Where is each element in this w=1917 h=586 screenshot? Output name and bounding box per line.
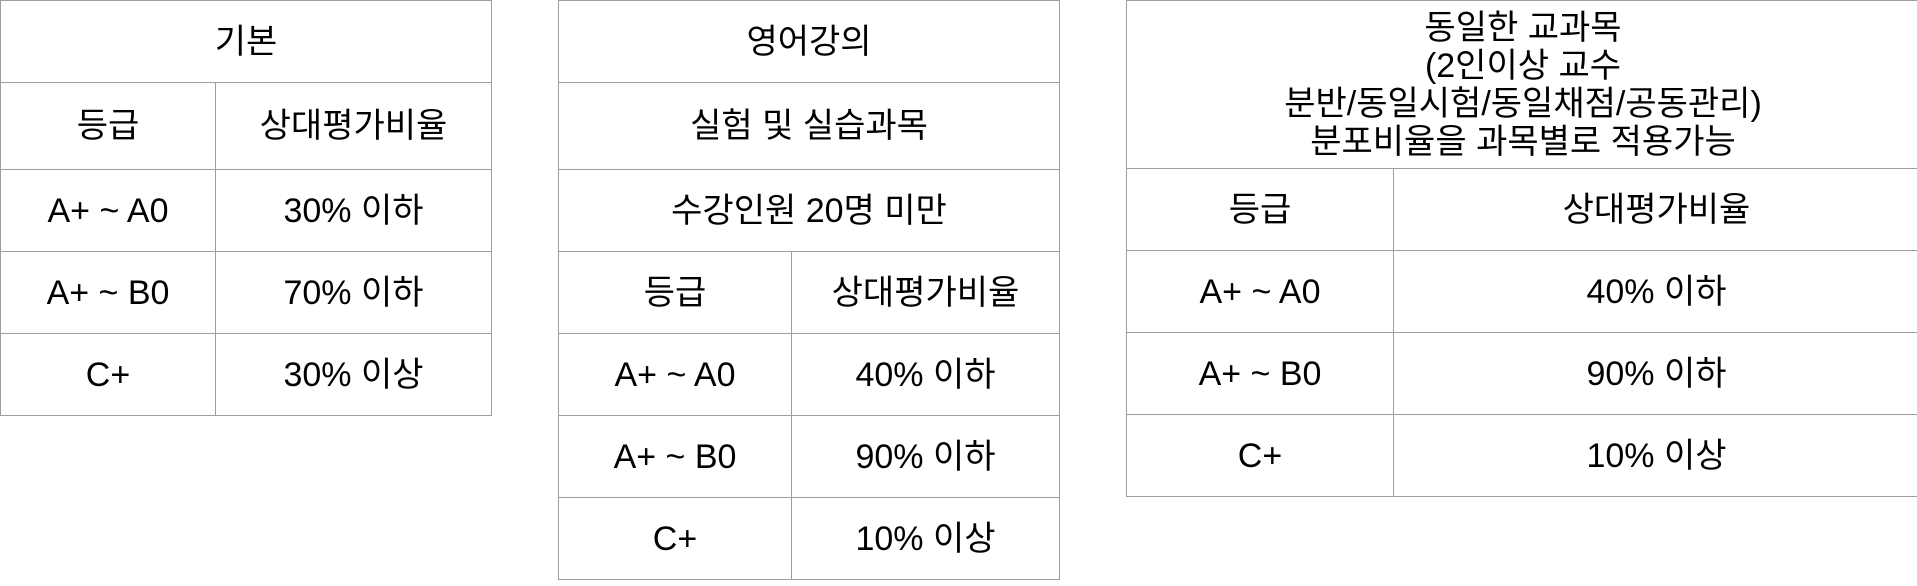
basic-grade-table: 기본 등급 상대평가비율 A+ ~ A0 30% 이하 A+ ~ B0 70% …	[0, 0, 492, 416]
grade-header: 등급	[0, 82, 216, 170]
title-line: 동일한 교과목	[1424, 8, 1622, 47]
grade-cell: A+ ~ A0	[558, 333, 792, 416]
grade-cell: A+ ~ B0	[558, 415, 792, 498]
ratio-cell: 90% 이하	[791, 415, 1060, 498]
title-line: 분반/동일시험/동일채점/공동관리)	[1284, 84, 1762, 123]
ratio-cell: 70% 이하	[215, 251, 492, 334]
grade-header: 등급	[558, 251, 792, 334]
english-lecture-grade-table: 영어강의 실험 및 실습과목 수강인원 20명 미만 등급 상대평가비율 A+ …	[558, 0, 1060, 580]
grade-cell: A+ ~ B0	[1126, 332, 1394, 415]
same-course-grade-table: 동일한 교과목 (2인이상 교수 분반/동일시험/동일채점/공동관리) 분포비율…	[1126, 0, 1917, 497]
ratio-cell: 40% 이하	[1393, 250, 1917, 333]
table-row: C+ 10% 이상	[558, 497, 1060, 580]
ratio-cell: 10% 이상	[791, 497, 1060, 580]
grade-cell: A+ ~ A0	[1126, 250, 1394, 333]
ratio-cell: 90% 이하	[1393, 332, 1917, 415]
title-line: (2인이상 교수	[1424, 46, 1622, 85]
same-course-table-title: 동일한 교과목 (2인이상 교수 분반/동일시험/동일채점/공동관리) 분포비율…	[1126, 0, 1917, 169]
english-table-subtitle-enrollment: 수강인원 20명 미만	[558, 169, 1060, 252]
ratio-cell: 10% 이상	[1393, 414, 1917, 497]
title-line: 분포비율을 과목별로 적용가능	[1310, 122, 1736, 161]
ratio-header: 상대평가비율	[1393, 168, 1917, 251]
table-row: A+ ~ A0 40% 이하	[558, 333, 1060, 416]
grade-cell: A+ ~ B0	[0, 251, 216, 334]
table-row: A+ ~ B0 90% 이하	[558, 415, 1060, 498]
english-table-subtitle-lab: 실험 및 실습과목	[558, 82, 1060, 170]
ratio-cell: 30% 이하	[215, 169, 492, 252]
ratio-cell: 30% 이상	[215, 333, 492, 416]
table-row: C+ 30% 이상	[0, 333, 492, 416]
grade-header: 등급	[1126, 168, 1394, 251]
grade-cell: C+	[1126, 414, 1394, 497]
grade-cell: C+	[0, 333, 216, 416]
ratio-cell: 40% 이하	[791, 333, 1060, 416]
basic-table-title: 기본	[0, 0, 492, 83]
grade-cell: A+ ~ A0	[0, 169, 216, 252]
table-row: A+ ~ B0 90% 이하	[1126, 332, 1917, 415]
table-row: A+ ~ A0 30% 이하	[0, 169, 492, 252]
grade-cell: C+	[558, 497, 792, 580]
ratio-header: 상대평가비율	[215, 82, 492, 170]
table-row: A+ ~ B0 70% 이하	[0, 251, 492, 334]
table-row: A+ ~ A0 40% 이하	[1126, 250, 1917, 333]
english-table-title: 영어강의	[558, 0, 1060, 83]
table-row: C+ 10% 이상	[1126, 414, 1917, 497]
ratio-header: 상대평가비율	[791, 251, 1060, 334]
